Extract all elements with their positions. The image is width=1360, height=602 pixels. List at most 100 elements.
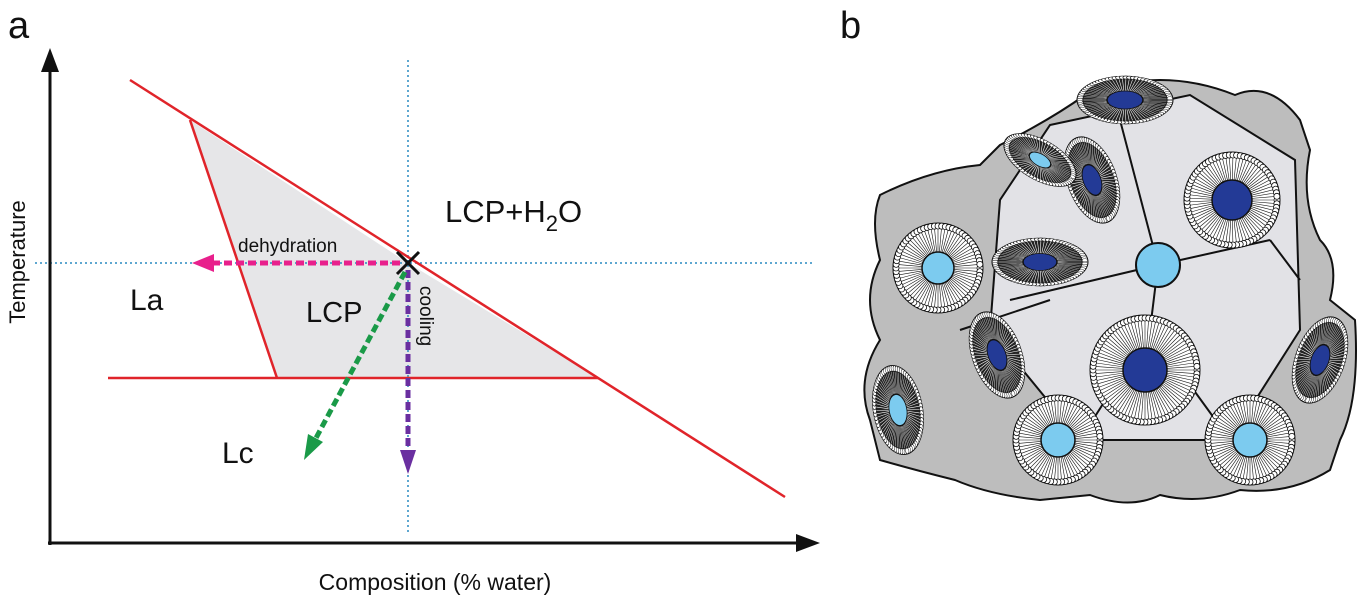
lipid-tail	[1017, 243, 1032, 255]
lipid-tail	[1042, 144, 1050, 155]
lipid-tail	[1137, 320, 1143, 349]
lipid-tail	[1006, 365, 1021, 382]
lipid-tail	[1191, 206, 1214, 216]
lipid-tail	[901, 250, 924, 262]
lipid-tail	[1050, 165, 1072, 177]
lipid-tail	[1082, 101, 1108, 105]
lipid-tail	[1098, 377, 1125, 388]
lipid-tail	[1327, 364, 1340, 372]
lipid-tail	[1212, 445, 1235, 454]
lipid-tail	[1100, 192, 1114, 212]
lipid-tail	[985, 364, 993, 381]
lipid-tail	[1012, 158, 1031, 160]
lipid-tail	[1020, 445, 1043, 454]
lipid-tail	[1264, 419, 1285, 432]
lipid-tail	[1095, 362, 1124, 368]
lipid-tail	[1032, 452, 1048, 471]
lipid-tail	[1196, 175, 1216, 189]
lipid-tail	[882, 418, 893, 434]
lipid-tail	[1301, 345, 1313, 355]
lipid-tail	[1122, 78, 1125, 92]
lipid-tail	[1141, 320, 1144, 349]
lipid-tail	[1162, 382, 1186, 401]
lipid-tail	[943, 282, 952, 306]
lipid-tail	[1023, 419, 1044, 432]
text-part: LCP+H	[445, 194, 546, 229]
lipid-tail	[1245, 214, 1262, 232]
lipid-tail	[1034, 453, 1049, 473]
lipid-tail	[881, 417, 892, 431]
lipid-tail	[1166, 371, 1195, 374]
lipid-tail	[1217, 449, 1237, 464]
lipid-tail	[1194, 209, 1215, 223]
lipid-tail	[1250, 207, 1272, 218]
lipid-tail	[999, 254, 1025, 260]
lipid-tail	[1329, 347, 1345, 356]
lipid-tail	[1146, 320, 1149, 349]
micelle-core	[1028, 151, 1052, 169]
lipid-tail	[939, 283, 942, 308]
lipid-tail	[1140, 104, 1164, 111]
lipid-tail	[1298, 372, 1312, 392]
lipid-tail	[1015, 137, 1032, 153]
lipid-tail	[1206, 165, 1221, 185]
lipid-tail	[1109, 334, 1130, 355]
lipid-tail	[1153, 389, 1167, 416]
lipid-tail	[945, 233, 959, 255]
lipid-tail	[1107, 337, 1129, 356]
lipid-tail	[995, 318, 997, 341]
lipid-tail	[1254, 401, 1261, 424]
lipid-tail	[949, 239, 967, 257]
lipid-tail	[902, 424, 911, 448]
lipid-tail	[1069, 411, 1087, 429]
lipid-tail	[1000, 327, 1007, 345]
lipid-tail	[1052, 267, 1073, 277]
lipid-tail	[889, 422, 895, 443]
lipid-tail	[1142, 94, 1167, 98]
lipid-tail	[997, 319, 998, 342]
lipid-tail	[1251, 400, 1254, 424]
lipid-tail	[1003, 369, 1015, 391]
lipid-tail	[1194, 177, 1215, 191]
lipid-tail	[1021, 422, 1043, 434]
lipid-tail	[1097, 194, 1106, 218]
lipid-head	[1011, 390, 1016, 397]
lipid-tail	[985, 316, 993, 340]
lipid-tail	[1034, 407, 1049, 427]
lipid-tail	[1101, 189, 1116, 205]
lipid-tail	[1073, 446, 1095, 458]
lipid-tail	[1056, 262, 1083, 264]
lipid-tail	[1242, 456, 1248, 480]
lipid-head	[1106, 215, 1111, 222]
arrow-label: cooling	[415, 286, 436, 346]
lipid-tail	[1056, 256, 1082, 261]
lipid-tail	[1019, 444, 1042, 451]
text-part: 2	[546, 211, 558, 236]
micelle	[1089, 314, 1201, 426]
lipid-tail	[1030, 270, 1037, 283]
lipid-tail	[1152, 323, 1163, 350]
lipid-tail	[1026, 270, 1036, 283]
lipid-tail	[1295, 365, 1311, 376]
lipid-tail	[1056, 263, 1082, 268]
lipid-tail	[1082, 100, 1108, 103]
lipid-tail	[1255, 455, 1264, 478]
lipid-tail	[1164, 348, 1191, 362]
lipid-tail	[949, 279, 967, 297]
lipid-tail	[876, 411, 890, 415]
lipid-tail	[1021, 136, 1035, 153]
lipid-tail	[1003, 337, 1014, 349]
lipid-tail	[1130, 79, 1140, 92]
lipid-tail	[1329, 333, 1344, 350]
lipid-tail	[1054, 251, 1079, 259]
lipid-tail	[1329, 350, 1345, 357]
lipid-tail	[1062, 456, 1069, 479]
lipid-tail	[876, 387, 890, 402]
lipid-tail	[1141, 103, 1165, 109]
lipid-tail	[1069, 451, 1087, 469]
lipid-tail	[905, 420, 918, 438]
lipid-tail	[1166, 366, 1195, 369]
lipid-tail	[1025, 449, 1045, 464]
lipid-tail	[1306, 337, 1315, 352]
lipid-tail	[1056, 264, 1081, 270]
